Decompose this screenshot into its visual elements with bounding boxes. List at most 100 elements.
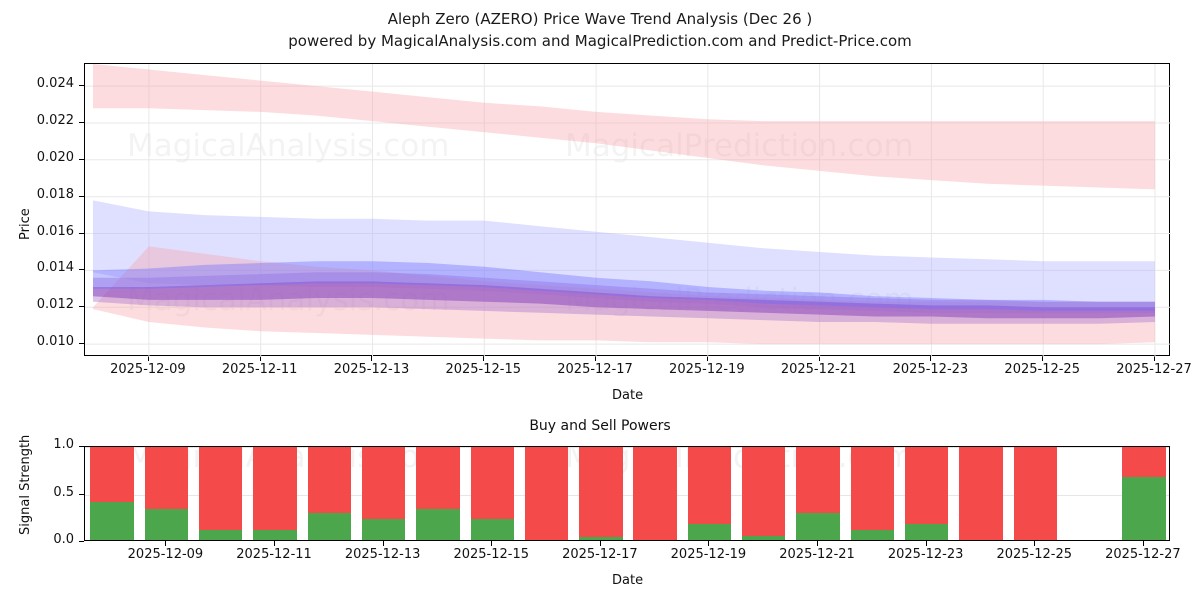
bar-group[interactable] [904,447,949,540]
price-band-upper-red-band [93,64,1155,190]
bar-x-tick-6: 2025-12-21 [779,547,855,562]
bar-chart-plot-area: MagicalAnalysis.com MagicalPrediction.co… [84,446,1170,541]
bar-y-tick-1: 0.5 [53,484,74,500]
price-y-tickmark-6 [79,121,84,123]
bar-x-axis-label: Date [612,573,644,588]
bar-group[interactable] [416,447,460,540]
price-y-tickmark-3 [79,232,84,234]
bar-segment-sell [307,447,352,514]
bar-x-tickmark-5 [708,541,710,546]
bar-group[interactable] [742,447,786,540]
price-x-tickmark-1 [259,356,261,361]
price-y-tick-3: 0.016 [36,223,74,239]
price-x-tickmark-9 [1154,356,1155,361]
bar-group[interactable] [633,447,677,540]
bar-group[interactable] [850,447,895,540]
bar-segment-buy [904,523,949,540]
bar-group[interactable] [253,447,297,540]
bar-segment-sell [1013,447,1057,540]
bar-segment-buy [687,523,732,540]
bar-segment-buy [307,513,352,540]
bar-group[interactable] [470,447,514,540]
bar-x-tick-5: 2025-12-19 [670,547,747,562]
bar-group[interactable] [1122,447,1166,540]
chart-title-line2: powered by MagicalAnalysis.com and Magic… [288,32,912,50]
bar-y-tickmark-0 [79,541,84,542]
bar-segment-sell [416,447,460,509]
bar-group[interactable] [687,447,732,540]
bar-segment-sell [959,447,1003,540]
title-block: Aleph Zero (AZERO) Price Wave Trend Anal… [0,8,1200,52]
bar-x-tick-3: 2025-12-15 [453,547,530,562]
price-x-tick-3: 2025-12-15 [445,362,522,377]
bar-x-tickmark-0 [165,541,167,546]
bar-segment-buy [90,502,134,540]
bar-segment-sell [524,447,569,540]
bar-segment-buy [361,519,406,540]
bar-x-tickmark-9 [1142,541,1144,546]
price-x-tick-6: 2025-12-21 [780,362,857,377]
price-y-tick-2: 0.014 [36,260,74,276]
price-x-tick-0: 2025-12-09 [110,362,186,377]
bar-segment-buy [199,529,243,540]
price-bands-svg [85,64,1171,357]
price-y-tick-7: 0.024 [36,76,74,92]
bar-group[interactable] [579,447,623,540]
chart-title-line1: Aleph Zero (AZERO) Price Wave Trend Anal… [387,10,813,28]
bar-group[interactable] [90,447,134,540]
price-x-tickmark-5 [706,356,708,361]
bar-y-tick-0: 0.0 [53,532,74,547]
bar-segment-sell [742,447,786,537]
price-y-tick-5: 0.020 [36,149,74,165]
bar-group[interactable] [144,447,189,540]
price-y-tickmark-1 [79,306,84,308]
bar-group[interactable] [1013,447,1057,540]
bar-segment-sell [199,447,243,530]
bar-segment-sell [796,447,840,514]
bar-x-tick-4: 2025-12-17 [562,547,638,562]
bar-segment-sell [687,447,732,524]
price-band-blue-inner-band [93,261,1155,311]
bar-x-tickmark-8 [1034,541,1036,546]
price-y-tickmark-0 [79,343,84,345]
bar-x-tick-7: 2025-12-23 [887,547,964,562]
bar-segment-buy [1122,477,1166,540]
bar-group[interactable] [796,447,840,540]
price-band-dark-purple-core [93,281,1155,319]
bar-segment-sell [144,447,189,509]
price-x-tickmark-7 [930,356,932,361]
bar-x-tick-2: 2025-12-13 [344,547,421,562]
price-x-tick-2: 2025-12-13 [333,362,410,377]
price-x-axis-label: Date [612,388,644,403]
price-x-tick-8: 2025-12-25 [1004,362,1080,377]
price-y-tickmark-5 [79,158,84,160]
bar-group[interactable] [959,447,1003,540]
bar-segment-buy [850,529,895,540]
bar-x-tickmark-2 [382,541,384,546]
bar-x-tickmark-3 [491,541,493,546]
price-y-tickmark-7 [79,85,84,87]
bar-segment-sell [470,447,514,520]
bar-x-tick-0: 2025-12-09 [127,547,204,562]
bar-group[interactable] [361,447,406,540]
price-y-tick-1: 0.012 [36,297,74,313]
price-y-tick-0: 0.010 [36,334,74,350]
bar-x-tickmark-4 [599,541,601,546]
bar-group[interactable] [307,447,352,540]
bar-segment-buy [253,529,297,540]
bar-segment-sell [90,447,134,502]
price-x-tick-4: 2025-12-17 [557,362,633,377]
price-x-tickmark-0 [147,356,149,361]
bar-group[interactable] [199,447,243,540]
price-y-tick-6: 0.022 [36,112,74,128]
bar-segment-sell [579,447,623,538]
bar-x-tickmark-6 [817,541,819,546]
bar-x-tick-1: 2025-12-11 [236,547,312,562]
price-x-tickmark-8 [1042,356,1044,361]
price-y-tick-4: 0.018 [36,186,74,202]
price-x-tickmark-2 [371,356,373,361]
bar-segment-sell [253,447,297,530]
price-x-tickmark-3 [483,356,485,361]
bar-gridline-1 [85,447,1169,448]
bar-group[interactable] [524,447,569,540]
